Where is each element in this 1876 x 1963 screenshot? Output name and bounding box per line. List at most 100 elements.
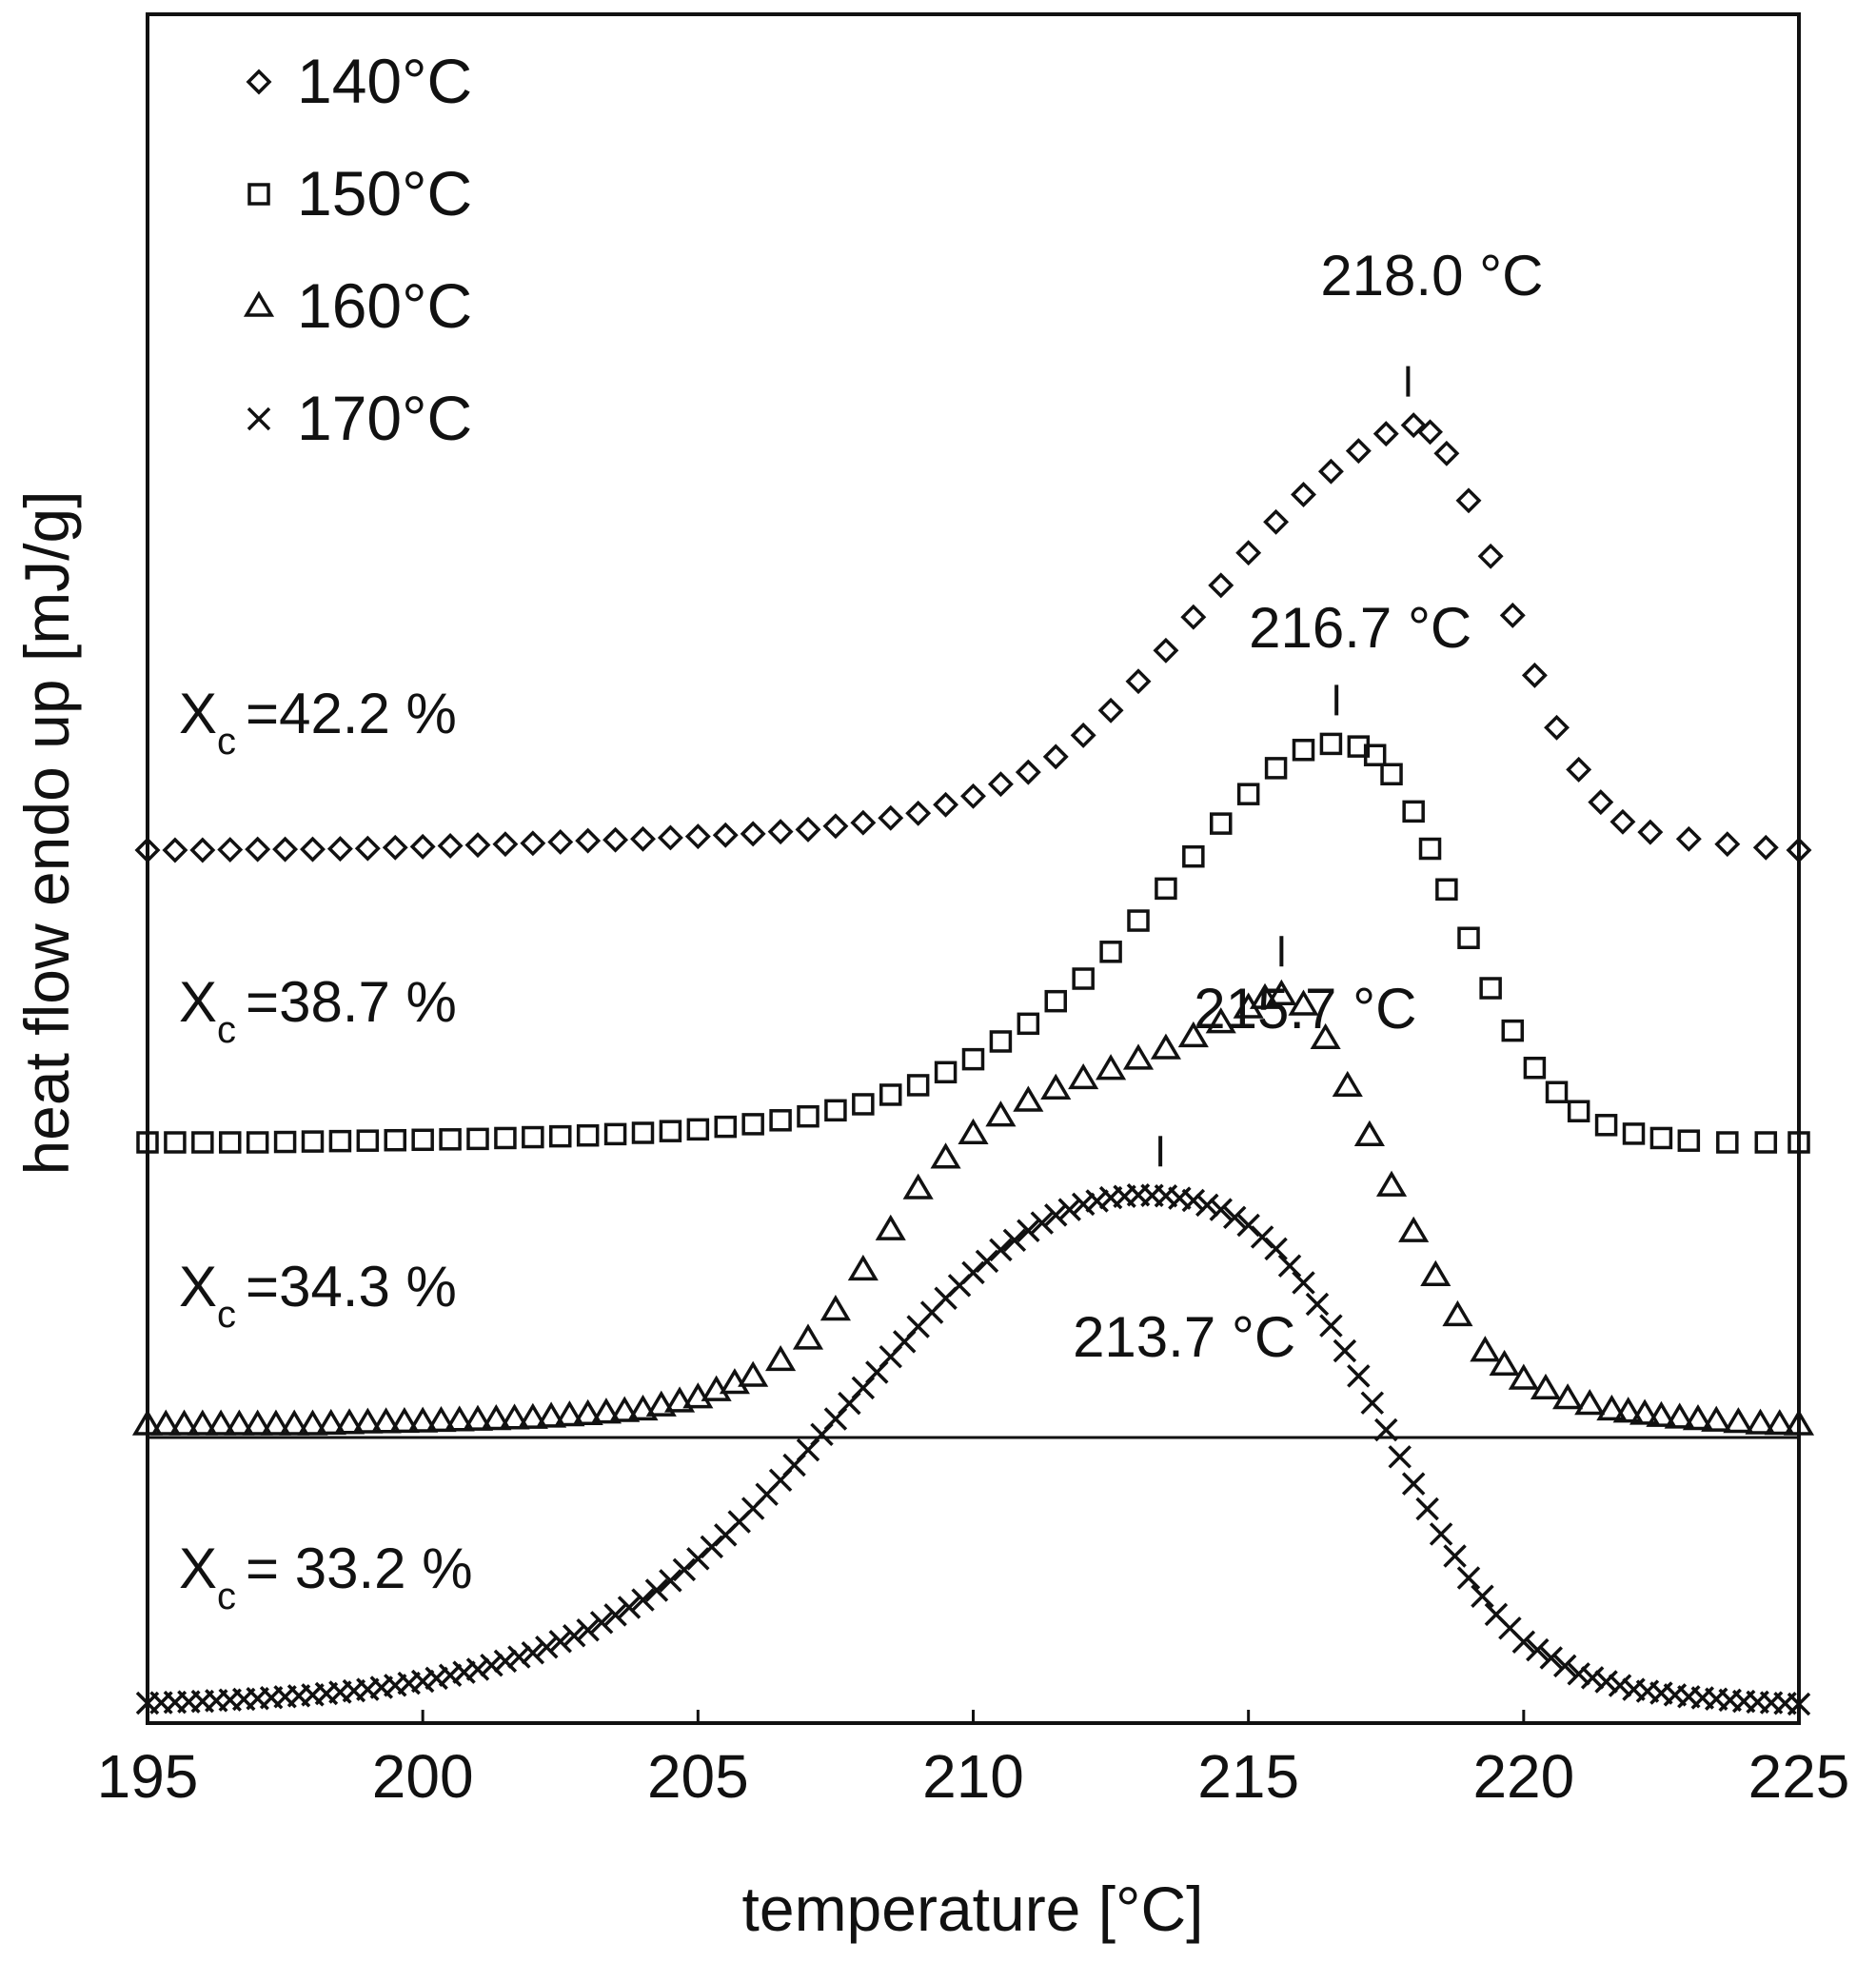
- data-point: [1783, 1409, 1815, 1436]
- data-point: [411, 1128, 434, 1152]
- data-point: [1205, 1007, 1236, 1034]
- data-point: [536, 1401, 567, 1428]
- data-point: [150, 1409, 182, 1436]
- x-axis-tick-labels: 195 200 205 210 215 220 225: [97, 1742, 1850, 1811]
- data-point: [1002, 1228, 1027, 1253]
- data-point: [464, 832, 491, 859]
- data-point: [609, 1396, 641, 1422]
- peak-label: 216.7 °C: [1249, 596, 1471, 660]
- data-point: [589, 1611, 614, 1635]
- data-point: [1030, 1211, 1055, 1235]
- data-point: [164, 1131, 187, 1154]
- data-point: [769, 1109, 792, 1132]
- legend-item: 150°C: [247, 158, 472, 228]
- data-point: [902, 1173, 934, 1200]
- data-point: [1292, 1271, 1315, 1295]
- legend-item: 160°C: [243, 270, 472, 341]
- data-point: [602, 826, 629, 853]
- data-point: [1017, 1219, 1040, 1242]
- data-point: [1622, 1122, 1646, 1145]
- data-point: [136, 1131, 159, 1154]
- data-point: [1456, 1566, 1481, 1590]
- data-point: [356, 1129, 380, 1152]
- data-point: [425, 1666, 448, 1691]
- data-point: [1470, 1336, 1501, 1362]
- data-point: [1263, 508, 1290, 535]
- data-point: [326, 836, 353, 863]
- data-point: [1479, 977, 1502, 1000]
- data-point: [740, 821, 766, 847]
- data-point: [300, 836, 326, 863]
- data-point: [480, 1653, 504, 1677]
- xc-value: = 33.2 %: [246, 1537, 473, 1600]
- data-point: [1664, 1402, 1695, 1429]
- data-point: [1417, 419, 1443, 446]
- data-point: [1443, 1544, 1467, 1568]
- data-point: [1042, 744, 1069, 770]
- xc-subscript: c: [217, 721, 236, 763]
- data-point: [686, 1118, 710, 1141]
- x-tick-label: 220: [1472, 1742, 1574, 1811]
- data-point: [792, 1323, 824, 1350]
- data-point: [1150, 1033, 1181, 1060]
- data-point: [631, 1588, 655, 1612]
- data-point: [1085, 1189, 1109, 1213]
- data-point: [1401, 1472, 1426, 1496]
- data-point: [738, 1360, 769, 1387]
- data-point: [767, 819, 794, 845]
- data-point: [1637, 819, 1664, 845]
- data-point: [425, 1405, 457, 1433]
- x-tick-label: 215: [1197, 1742, 1299, 1811]
- data-point: [1544, 714, 1570, 741]
- data-point: [1646, 1400, 1677, 1427]
- data-point: [1195, 1193, 1219, 1218]
- xc-symbol: X: [179, 682, 217, 745]
- data-point: [1374, 1418, 1398, 1442]
- data-point: [1015, 759, 1041, 785]
- data-point: [987, 771, 1014, 798]
- data-point: [852, 1093, 875, 1116]
- data-point: [217, 837, 244, 863]
- xc-symbol: X: [179, 1255, 217, 1319]
- data-point: [672, 1557, 697, 1582]
- xc-subscript: c: [217, 1576, 236, 1617]
- data-point: [906, 1074, 930, 1097]
- data-point: [191, 1131, 214, 1154]
- data-point: [1291, 482, 1316, 507]
- data-point: [499, 1403, 530, 1430]
- data-point: [1249, 982, 1281, 1009]
- data-point: [1235, 540, 1262, 566]
- data-point: [409, 833, 436, 860]
- xc-value: =34.3 %: [246, 1255, 457, 1319]
- xc-subscript: c: [217, 1009, 236, 1051]
- data-point: [1125, 668, 1152, 695]
- data-point: [1435, 878, 1458, 902]
- data-point: [1489, 1349, 1520, 1377]
- data-point: [659, 1120, 682, 1142]
- data-point: [1752, 834, 1779, 861]
- data-point: [462, 1404, 494, 1431]
- series-square: [136, 732, 1810, 1154]
- data-point: [1127, 909, 1150, 932]
- legend-label: 150°C: [297, 158, 472, 228]
- data-point: [985, 1100, 1017, 1127]
- data-point: [1649, 1126, 1673, 1150]
- x-tick-label: 195: [97, 1742, 199, 1811]
- data-point: [1677, 1129, 1701, 1152]
- data-point: [168, 1409, 200, 1436]
- data-point: [1530, 1373, 1562, 1400]
- data-point: [507, 1645, 531, 1669]
- data-point: [1675, 825, 1702, 852]
- data-point: [517, 1402, 548, 1429]
- legend-label: 140°C: [297, 46, 472, 116]
- data-point: [1288, 989, 1319, 1016]
- data-point: [1511, 1630, 1536, 1654]
- data-point: [407, 1406, 439, 1433]
- peak-label: 218.0 °C: [1320, 244, 1543, 307]
- data-point: [1180, 604, 1207, 630]
- data-point: [1040, 1073, 1072, 1100]
- data-point: [1526, 1637, 1550, 1662]
- data-point: [370, 1407, 402, 1434]
- data-point: [878, 804, 904, 831]
